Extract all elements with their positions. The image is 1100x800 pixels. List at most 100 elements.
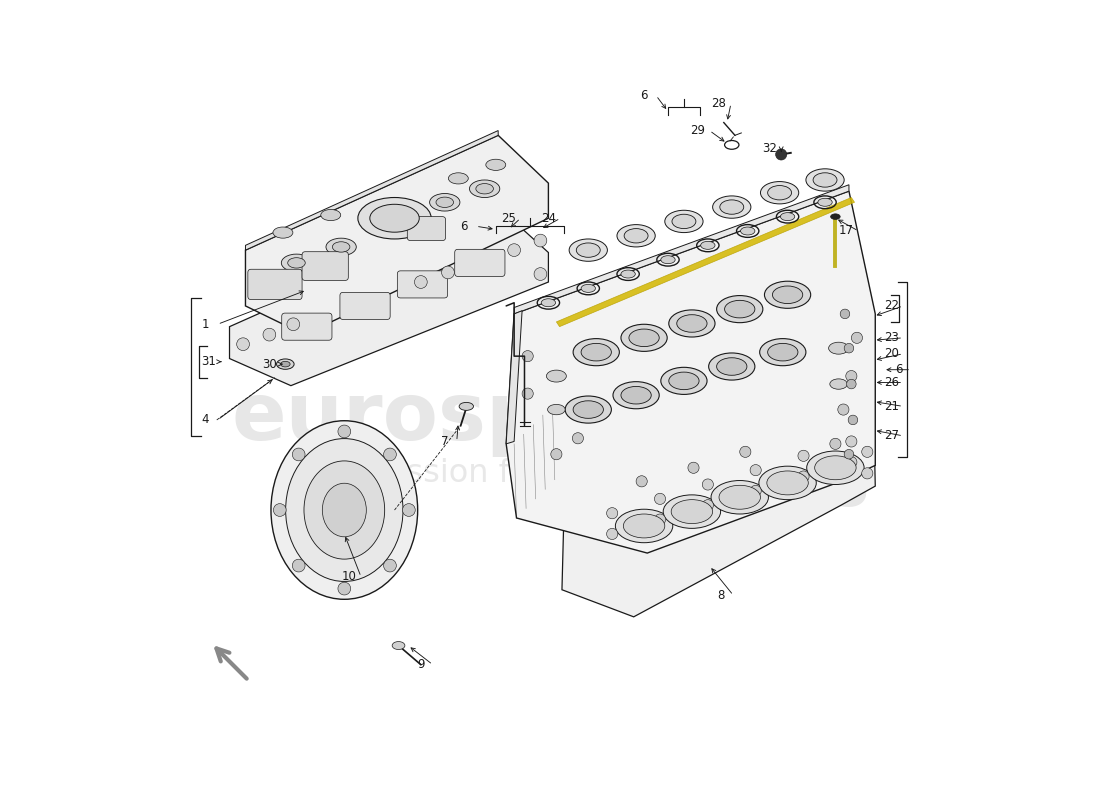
Ellipse shape [760, 338, 806, 366]
Text: 17: 17 [839, 225, 854, 238]
Circle shape [535, 234, 547, 247]
Circle shape [829, 438, 842, 450]
Ellipse shape [719, 200, 744, 214]
Ellipse shape [719, 486, 760, 510]
Ellipse shape [392, 642, 405, 650]
Circle shape [798, 450, 810, 462]
Ellipse shape [280, 362, 290, 367]
Circle shape [739, 446, 751, 458]
FancyBboxPatch shape [454, 250, 505, 277]
Ellipse shape [573, 401, 604, 418]
Text: 26: 26 [883, 376, 899, 389]
FancyBboxPatch shape [248, 270, 302, 299]
Ellipse shape [548, 404, 565, 414]
Ellipse shape [764, 282, 811, 308]
Circle shape [776, 149, 786, 160]
Circle shape [838, 404, 849, 415]
Ellipse shape [304, 461, 385, 559]
Text: 4: 4 [202, 414, 209, 426]
Text: 25: 25 [502, 212, 516, 225]
Circle shape [654, 514, 666, 525]
Circle shape [750, 465, 761, 476]
Ellipse shape [663, 495, 720, 528]
Text: 30: 30 [262, 358, 277, 370]
Ellipse shape [669, 310, 715, 337]
Ellipse shape [661, 367, 707, 394]
Circle shape [702, 479, 714, 490]
Ellipse shape [613, 382, 659, 409]
Ellipse shape [486, 159, 506, 170]
Text: 27: 27 [883, 430, 899, 442]
Ellipse shape [828, 342, 848, 354]
Text: 9: 9 [417, 658, 425, 671]
Text: 6: 6 [640, 89, 648, 102]
Circle shape [750, 486, 761, 497]
Circle shape [846, 457, 857, 468]
Circle shape [702, 500, 714, 511]
Circle shape [844, 343, 854, 353]
Ellipse shape [671, 500, 713, 523]
Text: 20: 20 [883, 347, 899, 360]
Ellipse shape [725, 300, 755, 318]
Ellipse shape [322, 483, 366, 537]
Circle shape [287, 318, 299, 330]
Ellipse shape [621, 386, 651, 404]
Ellipse shape [813, 173, 837, 187]
Text: 23: 23 [883, 331, 899, 344]
Ellipse shape [661, 256, 675, 264]
Text: 22: 22 [883, 299, 899, 313]
Circle shape [508, 244, 520, 257]
Text: 0985: 0985 [708, 461, 870, 518]
Ellipse shape [740, 227, 755, 235]
Ellipse shape [708, 353, 755, 380]
Text: 10: 10 [342, 570, 356, 583]
Ellipse shape [716, 295, 763, 322]
Circle shape [844, 450, 854, 459]
Ellipse shape [716, 358, 747, 375]
Circle shape [384, 559, 396, 572]
Ellipse shape [541, 298, 556, 306]
Text: 1: 1 [202, 318, 209, 330]
Ellipse shape [624, 514, 664, 538]
Ellipse shape [573, 338, 619, 366]
Circle shape [338, 425, 351, 438]
Circle shape [851, 332, 862, 343]
Ellipse shape [271, 421, 418, 599]
Ellipse shape [615, 510, 673, 542]
Circle shape [846, 370, 857, 382]
Ellipse shape [818, 198, 833, 206]
Ellipse shape [576, 243, 601, 258]
Circle shape [551, 449, 562, 460]
Circle shape [522, 388, 534, 399]
Circle shape [263, 328, 276, 341]
Ellipse shape [629, 329, 659, 346]
Ellipse shape [449, 173, 469, 184]
Ellipse shape [288, 258, 306, 268]
Ellipse shape [273, 227, 293, 238]
Circle shape [847, 379, 856, 389]
Ellipse shape [476, 183, 494, 194]
Polygon shape [557, 198, 855, 326]
Ellipse shape [806, 451, 865, 485]
Polygon shape [230, 207, 549, 386]
Ellipse shape [358, 198, 431, 239]
Ellipse shape [547, 370, 567, 382]
Ellipse shape [759, 466, 816, 500]
Circle shape [606, 528, 618, 539]
Circle shape [293, 448, 305, 461]
Ellipse shape [332, 242, 350, 252]
Ellipse shape [768, 186, 792, 200]
Polygon shape [245, 135, 549, 334]
Ellipse shape [470, 180, 499, 198]
Ellipse shape [676, 314, 707, 332]
Circle shape [846, 436, 857, 447]
Circle shape [293, 559, 305, 572]
Ellipse shape [459, 402, 473, 410]
Circle shape [848, 415, 858, 425]
Ellipse shape [321, 210, 341, 221]
Circle shape [535, 268, 547, 281]
Text: eurospares: eurospares [231, 378, 741, 457]
Ellipse shape [780, 213, 794, 221]
Ellipse shape [669, 372, 700, 390]
Ellipse shape [815, 456, 856, 480]
